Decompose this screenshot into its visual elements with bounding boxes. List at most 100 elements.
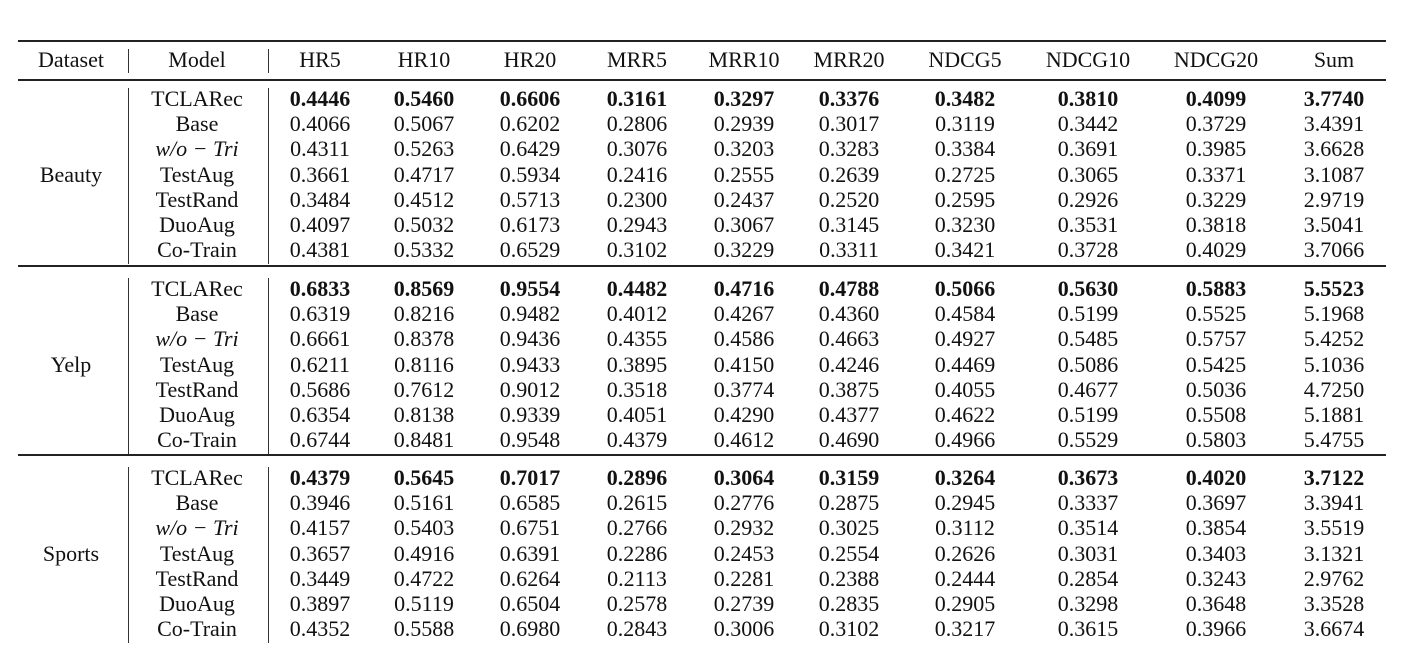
metric-value: 0.2843 bbox=[606, 616, 668, 642]
metric-value: 0.2281 bbox=[713, 565, 775, 591]
metric-value: 0.3615 bbox=[1057, 616, 1119, 642]
metric-value: 0.5199 bbox=[1057, 402, 1119, 427]
metric-value: 0.3119 bbox=[935, 111, 995, 137]
model-name: Co-Train bbox=[157, 616, 237, 642]
metric-value: 0.3006 bbox=[713, 616, 775, 642]
metric-value: 0.3297 bbox=[713, 86, 775, 111]
metric-value: 0.5067 bbox=[393, 111, 455, 137]
metric-value: 0.3065 bbox=[1057, 161, 1119, 187]
metric-value: 0.3217 bbox=[934, 616, 996, 642]
metric-value: 0.3145 bbox=[818, 212, 880, 237]
metric-value: 0.3697 bbox=[1185, 490, 1247, 516]
model-name: Base bbox=[175, 301, 219, 327]
metric-value: 0.9548 bbox=[499, 427, 561, 453]
metric-value: 0.3376 bbox=[818, 86, 880, 111]
metric-value: 0.3810 bbox=[1057, 86, 1119, 111]
metric-value: 0.4586 bbox=[713, 326, 775, 352]
metric-value: 0.8216 bbox=[393, 301, 455, 327]
metric-value: 0.6585 bbox=[499, 490, 561, 516]
metric-value: 0.2739 bbox=[713, 591, 775, 616]
metric-value: 0.3229 bbox=[1185, 186, 1247, 212]
metric-value: 0.7612 bbox=[393, 376, 455, 402]
metric-value: 0.2875 bbox=[818, 490, 880, 516]
metric-value: 0.5403 bbox=[393, 515, 455, 541]
metric-value: 0.2595 bbox=[934, 186, 996, 212]
metric-value: 0.2639 bbox=[818, 161, 880, 187]
metric-value: 0.9339 bbox=[499, 402, 561, 427]
group-divider bbox=[128, 278, 130, 455]
metric-value: 0.6391 bbox=[499, 540, 561, 566]
metric-value: 0.6833 bbox=[289, 276, 351, 301]
model-name: TCLARec bbox=[151, 465, 243, 490]
metric-value: 0.2806 bbox=[606, 111, 668, 137]
metric-value: 0.4290 bbox=[713, 402, 775, 427]
metric-value: 0.6319 bbox=[289, 301, 351, 327]
metric-value: 0.2444 bbox=[934, 565, 996, 591]
metric-value: 3.5041 bbox=[1303, 212, 1365, 237]
metric-value: 0.3449 bbox=[289, 565, 351, 591]
group-rule bbox=[18, 265, 1386, 267]
group-rule bbox=[18, 454, 1386, 456]
metric-value: 0.3514 bbox=[1057, 515, 1119, 541]
group-divider bbox=[268, 88, 270, 265]
metric-value: 0.3243 bbox=[1185, 565, 1247, 591]
metric-value: 0.3518 bbox=[606, 376, 668, 402]
metric-value: 0.4916 bbox=[393, 540, 455, 566]
metric-value: 0.5161 bbox=[393, 490, 455, 516]
top-rule bbox=[18, 40, 1386, 42]
model-name: TestRand bbox=[155, 376, 239, 402]
model-name: w/o − Tri bbox=[155, 136, 239, 162]
column-header: NDCG20 bbox=[1173, 47, 1259, 72]
metric-value: 0.4584 bbox=[934, 301, 996, 327]
metric-value: 0.5686 bbox=[289, 376, 351, 402]
metric-value: 0.3159 bbox=[818, 465, 880, 490]
metric-value: 0.3102 bbox=[606, 237, 668, 263]
dataset-label: Yelp bbox=[50, 352, 92, 378]
metric-value: 0.4722 bbox=[393, 565, 455, 591]
metric-value: 0.4469 bbox=[934, 351, 996, 377]
metric-value: 0.5803 bbox=[1185, 427, 1247, 453]
metric-value: 0.3895 bbox=[606, 351, 668, 377]
metric-value: 0.4612 bbox=[713, 427, 775, 453]
metric-value: 0.4055 bbox=[934, 376, 996, 402]
metric-value: 0.6429 bbox=[499, 136, 561, 162]
metric-value: 0.4966 bbox=[934, 427, 996, 453]
metric-value: 5.1036 bbox=[1303, 351, 1365, 377]
metric-value: 0.4157 bbox=[289, 515, 351, 541]
metric-value: 0.5588 bbox=[393, 616, 455, 642]
model-name: w/o − Tri bbox=[155, 515, 239, 541]
metric-value: 0.5199 bbox=[1057, 301, 1119, 327]
metric-value: 0.4020 bbox=[1185, 465, 1247, 490]
column-header: HR10 bbox=[397, 47, 451, 72]
header-rule bbox=[18, 79, 1386, 81]
header-divider bbox=[128, 49, 130, 73]
metric-value: 0.3854 bbox=[1185, 515, 1247, 541]
model-name: TestAug bbox=[159, 351, 235, 377]
group-divider bbox=[128, 88, 130, 265]
group-divider bbox=[268, 278, 270, 455]
metric-value: 0.4267 bbox=[713, 301, 775, 327]
metric-value: 0.5425 bbox=[1185, 351, 1247, 377]
column-header: HR20 bbox=[503, 47, 557, 72]
metric-value: 0.5630 bbox=[1057, 276, 1119, 301]
metric-value: 0.2388 bbox=[818, 565, 880, 591]
metric-value: 0.3112 bbox=[935, 515, 995, 541]
metric-value: 3.1087 bbox=[1303, 161, 1365, 187]
metric-value: 2.9719 bbox=[1303, 186, 1365, 212]
column-header: Sum bbox=[1313, 47, 1355, 72]
metric-value: 0.8138 bbox=[393, 402, 455, 427]
metric-value: 0.5757 bbox=[1185, 326, 1247, 352]
metric-value: 0.6504 bbox=[499, 591, 561, 616]
metric-value: 0.9482 bbox=[499, 301, 561, 327]
metric-value: 0.3076 bbox=[606, 136, 668, 162]
metric-value: 0.5119 bbox=[394, 591, 454, 616]
metric-value: 0.8116 bbox=[394, 351, 454, 377]
metric-value: 0.2835 bbox=[818, 591, 880, 616]
model-name: TCLARec bbox=[151, 276, 243, 301]
metric-value: 0.2615 bbox=[606, 490, 668, 516]
metric-value: 0.6529 bbox=[499, 237, 561, 263]
metric-value: 0.5934 bbox=[499, 161, 561, 187]
metric-value: 0.4512 bbox=[393, 186, 455, 212]
metric-value: 0.2766 bbox=[606, 515, 668, 541]
metric-value: 0.6202 bbox=[499, 111, 561, 137]
